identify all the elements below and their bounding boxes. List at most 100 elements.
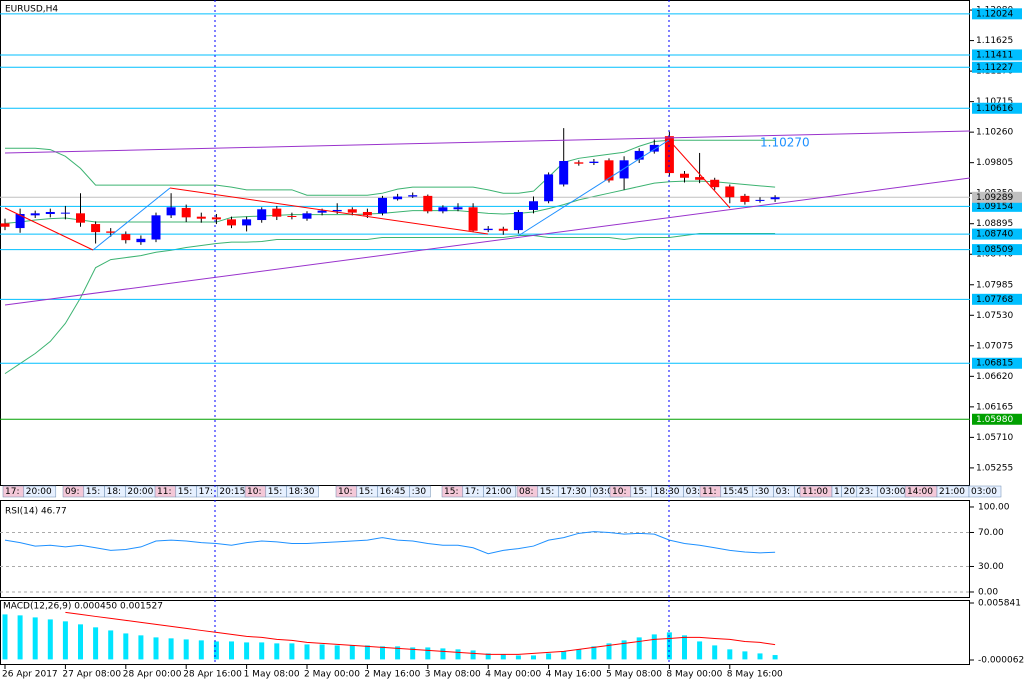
- session-label: 15:: [359, 487, 373, 497]
- macd-bar: [772, 655, 778, 660]
- chart-title: EURUSD,H4: [5, 5, 58, 15]
- macd-bar: [62, 621, 68, 660]
- session-label: 11:00: [802, 487, 828, 497]
- candle-body: [468, 207, 478, 231]
- candle-body: [302, 213, 312, 219]
- macd-bar: [591, 646, 597, 660]
- candle-body: [257, 209, 267, 221]
- level-label: 1.11227: [976, 63, 1013, 73]
- session-label: 15:: [86, 487, 100, 497]
- y-tick-label: 30.00: [978, 562, 1004, 572]
- session-label: 03:00: [593, 487, 619, 497]
- candle-body: [227, 219, 236, 226]
- macd-bar: [636, 637, 642, 660]
- macd-bar: [289, 643, 295, 660]
- level-label: 1.12024: [976, 9, 1013, 19]
- x-tick-label: 4 May 00:00: [485, 670, 541, 680]
- macd-bar: [2, 614, 8, 660]
- candle-body: [619, 160, 629, 179]
- macd-bar: [531, 655, 536, 660]
- x-tick-label: 2 May 00:00: [304, 670, 360, 680]
- rsi-line: [4, 531, 776, 555]
- macd-bar: [183, 639, 189, 660]
- macd-bar: [32, 617, 38, 660]
- price-annotation: 1.10270: [760, 136, 810, 150]
- rsi-title: RSI(14) 46.77: [5, 507, 67, 517]
- candle-body: [45, 211, 55, 214]
- macd-bar: [576, 649, 582, 660]
- y-tick-label: 70.00: [978, 528, 1004, 538]
- macd-bar: [78, 624, 83, 660]
- level-label-box: [972, 49, 1022, 61]
- x-tick-label: 3 May 08:00: [425, 670, 481, 680]
- candle-body: [393, 196, 403, 200]
- y-tick-label: 1.10260: [976, 128, 1013, 138]
- main-panel: [0, 0, 970, 486]
- session-label: 21:00: [939, 487, 965, 497]
- session-label: 18:30: [654, 487, 680, 497]
- session-label-box: [483, 485, 516, 498]
- level-label-box: [972, 413, 1022, 425]
- candle-body: [347, 209, 357, 213]
- session-label: 15:: [268, 487, 282, 497]
- candle-body: [76, 213, 85, 223]
- candle-body: [166, 207, 176, 216]
- macd-bar: [17, 615, 23, 660]
- bid-label: 1.09289: [976, 193, 1013, 203]
- macd-bar: [349, 645, 355, 660]
- macd-bar: [213, 641, 219, 660]
- y-tick-label: 1.05255: [976, 463, 1013, 473]
- session-label: 03:00: [880, 487, 906, 497]
- session-label: 10:: [338, 487, 352, 497]
- session-label: 1: [834, 487, 840, 497]
- macd-bar: [651, 634, 657, 660]
- level-label: 1.09154: [976, 202, 1013, 212]
- candle-body: [362, 211, 372, 216]
- macd-bar: [727, 649, 733, 660]
- session-label: 15:45: [723, 487, 749, 497]
- candle-body: [438, 207, 448, 212]
- y-tick-label: 1.07075: [976, 341, 1013, 351]
- zigzag: [4, 207, 94, 251]
- session-label: 11:: [157, 487, 171, 497]
- session-label: 03:00: [686, 487, 712, 497]
- bollinger-band: [5, 139, 776, 196]
- y-tick-label: 1.11625: [976, 36, 1013, 46]
- x-tick-label: 5 May 08:00: [606, 670, 662, 680]
- candle-body: [770, 197, 780, 200]
- candle-body: [242, 219, 252, 226]
- macd-title: MACD(12,26,9) 0.000450 0.001527: [3, 602, 163, 612]
- candle-body: [332, 209, 342, 212]
- candle-body: [106, 231, 116, 233]
- session-label-box: [968, 485, 1002, 498]
- y-tick-label: 0.005841: [978, 599, 1021, 609]
- session-label: 18:30: [289, 487, 315, 497]
- candle-body: [559, 160, 569, 185]
- macd-bar: [364, 645, 370, 660]
- macd-bar: [515, 655, 521, 660]
- session-label: 15:: [633, 487, 647, 497]
- macd-bar: [123, 633, 129, 660]
- y-tick-label: 1.06165: [976, 402, 1013, 412]
- macd-bar: [697, 641, 703, 660]
- session-label: 10:: [612, 487, 626, 497]
- macd-bar: [319, 644, 325, 660]
- session-label-box: [286, 485, 319, 498]
- session-label: 18:: [107, 487, 121, 497]
- session-label: 21:00: [486, 487, 512, 497]
- level-label-box: [972, 293, 1022, 305]
- level-label-box: [972, 61, 1022, 73]
- y-tick-label: 1.05710: [976, 433, 1013, 443]
- level-label-box: [972, 8, 1022, 20]
- x-tick-label: 26 Apr 2017: [2, 670, 58, 680]
- session-label: 03:00: [971, 487, 997, 497]
- trend-line: [4, 130, 971, 154]
- x-tick-label: 28 Apr 16:00: [183, 670, 242, 680]
- candle-body: [755, 199, 765, 201]
- x-tick-label: 28 Apr 00:00: [123, 670, 182, 680]
- macd-bar: [410, 647, 416, 660]
- main-layer: 1.05255 1.05710 1.06165 1.06620 1.07075 1.075…: [0, 6, 1024, 680]
- macd-bar: [47, 619, 53, 660]
